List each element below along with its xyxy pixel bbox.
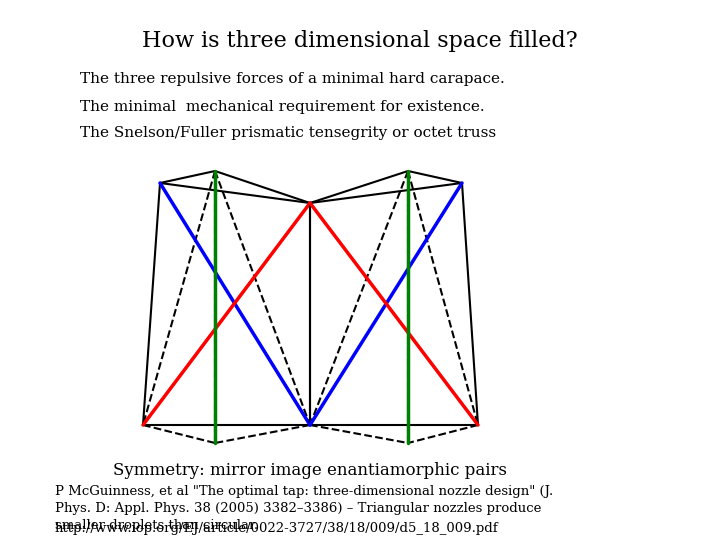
- Text: P McGuinness, et al "The optimal tap: three-dimensional nozzle design" (J.
Phys.: P McGuinness, et al "The optimal tap: th…: [55, 485, 553, 532]
- Text: The Snelson/Fuller prismatic tensegrity or octet truss: The Snelson/Fuller prismatic tensegrity …: [80, 126, 496, 140]
- Text: The minimal  mechanical requirement for existence.: The minimal mechanical requirement for e…: [80, 100, 485, 114]
- Text: Symmetry: mirror image enantiamorphic pairs: Symmetry: mirror image enantiamorphic pa…: [113, 462, 507, 479]
- Text: http://www.iop.org/EJ/article/0022-3727/38/18/009/d5_18_009.pdf: http://www.iop.org/EJ/article/0022-3727/…: [55, 522, 499, 535]
- Text: The three repulsive forces of a minimal hard carapace.: The three repulsive forces of a minimal …: [80, 72, 505, 86]
- Text: How is three dimensional space filled?: How is three dimensional space filled?: [142, 30, 578, 52]
